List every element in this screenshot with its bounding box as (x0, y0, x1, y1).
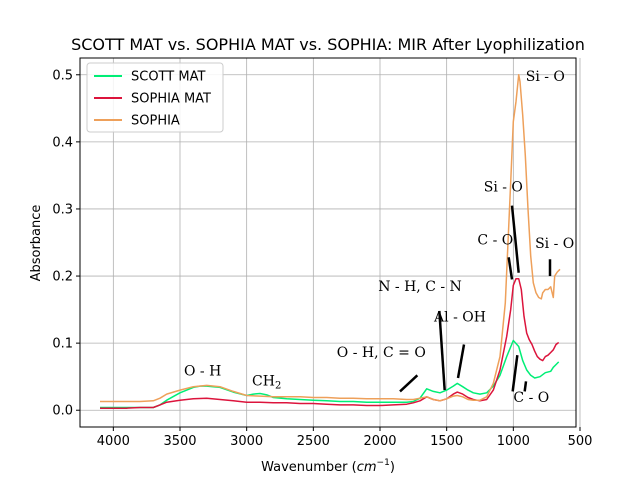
y-axis-label: Absorbance (29, 205, 44, 282)
annotation-label: O - H, C = O (337, 345, 426, 361)
annotation-label: N - H, C - N (378, 279, 462, 295)
annotation-label: C - O (477, 233, 513, 249)
annotation-label: Si - O (526, 69, 565, 85)
annotation-label: Si - O (535, 236, 574, 252)
annotation-label: C - O (513, 390, 549, 406)
legend-label-scott-mat: SCOTT MAT (131, 70, 205, 85)
y-tick-label: 0.5 (52, 68, 73, 83)
x-tick-label: 3000 (230, 434, 263, 449)
annotation-label: CH2 (252, 373, 281, 391)
x-tick-label: 3500 (163, 434, 196, 449)
y-ticks: 0.0 0.1 0.2 0.3 0.4 0.5 (52, 68, 80, 419)
chart-title: SCOTT MAT vs. SOPHIA MAT vs. SOPHIA: MIR… (71, 35, 585, 54)
x-axis-label: Wavenumber (cm−1) (261, 458, 395, 475)
annotation-label: O - H (184, 363, 221, 379)
annotations: O - H CH2 O - H, C = O N - H, C - N Al - OH C… (184, 69, 574, 406)
y-tick-label: 0.0 (52, 404, 73, 419)
annotation-line (399, 374, 419, 393)
annotation-line (438, 310, 446, 391)
annotation-lines (399, 205, 552, 393)
legend-box (86, 62, 224, 133)
legend-label-sophia: SOPHIA (131, 114, 180, 129)
x-ticks: 4000 3500 3000 2500 2000 1500 1000 500 (97, 427, 593, 449)
y-tick-label: 0.3 (52, 202, 73, 217)
annotation-line (511, 355, 519, 392)
x-tick-label: 500 (568, 434, 593, 449)
y-tick-label: 0.1 (52, 337, 73, 352)
series-lines (100, 74, 561, 409)
x-tick-label: 2500 (297, 434, 330, 449)
x-tick-label: 4000 (97, 434, 130, 449)
y-tick-label: 0.4 (52, 135, 73, 150)
plot-frame (79, 57, 577, 428)
x-tick-label: 1000 (497, 434, 530, 449)
annotation-line (523, 381, 528, 392)
annotation-line (510, 205, 520, 273)
legend: SCOTT MAT SOPHIA MAT SOPHIA (86, 62, 224, 133)
x-tick-label: 2000 (363, 434, 396, 449)
annotation-line (507, 257, 514, 280)
y-tick-label: 0.2 (52, 270, 73, 285)
grid (80, 58, 581, 427)
series-line-sophia (100, 74, 561, 403)
annotation-line (456, 344, 466, 379)
annotation-label: Si - O (484, 180, 523, 196)
legend-label-sophia-mat: SOPHIA MAT (131, 92, 211, 107)
annotation-label: Al - OH (433, 310, 486, 326)
x-tick-label: 1500 (430, 434, 463, 449)
